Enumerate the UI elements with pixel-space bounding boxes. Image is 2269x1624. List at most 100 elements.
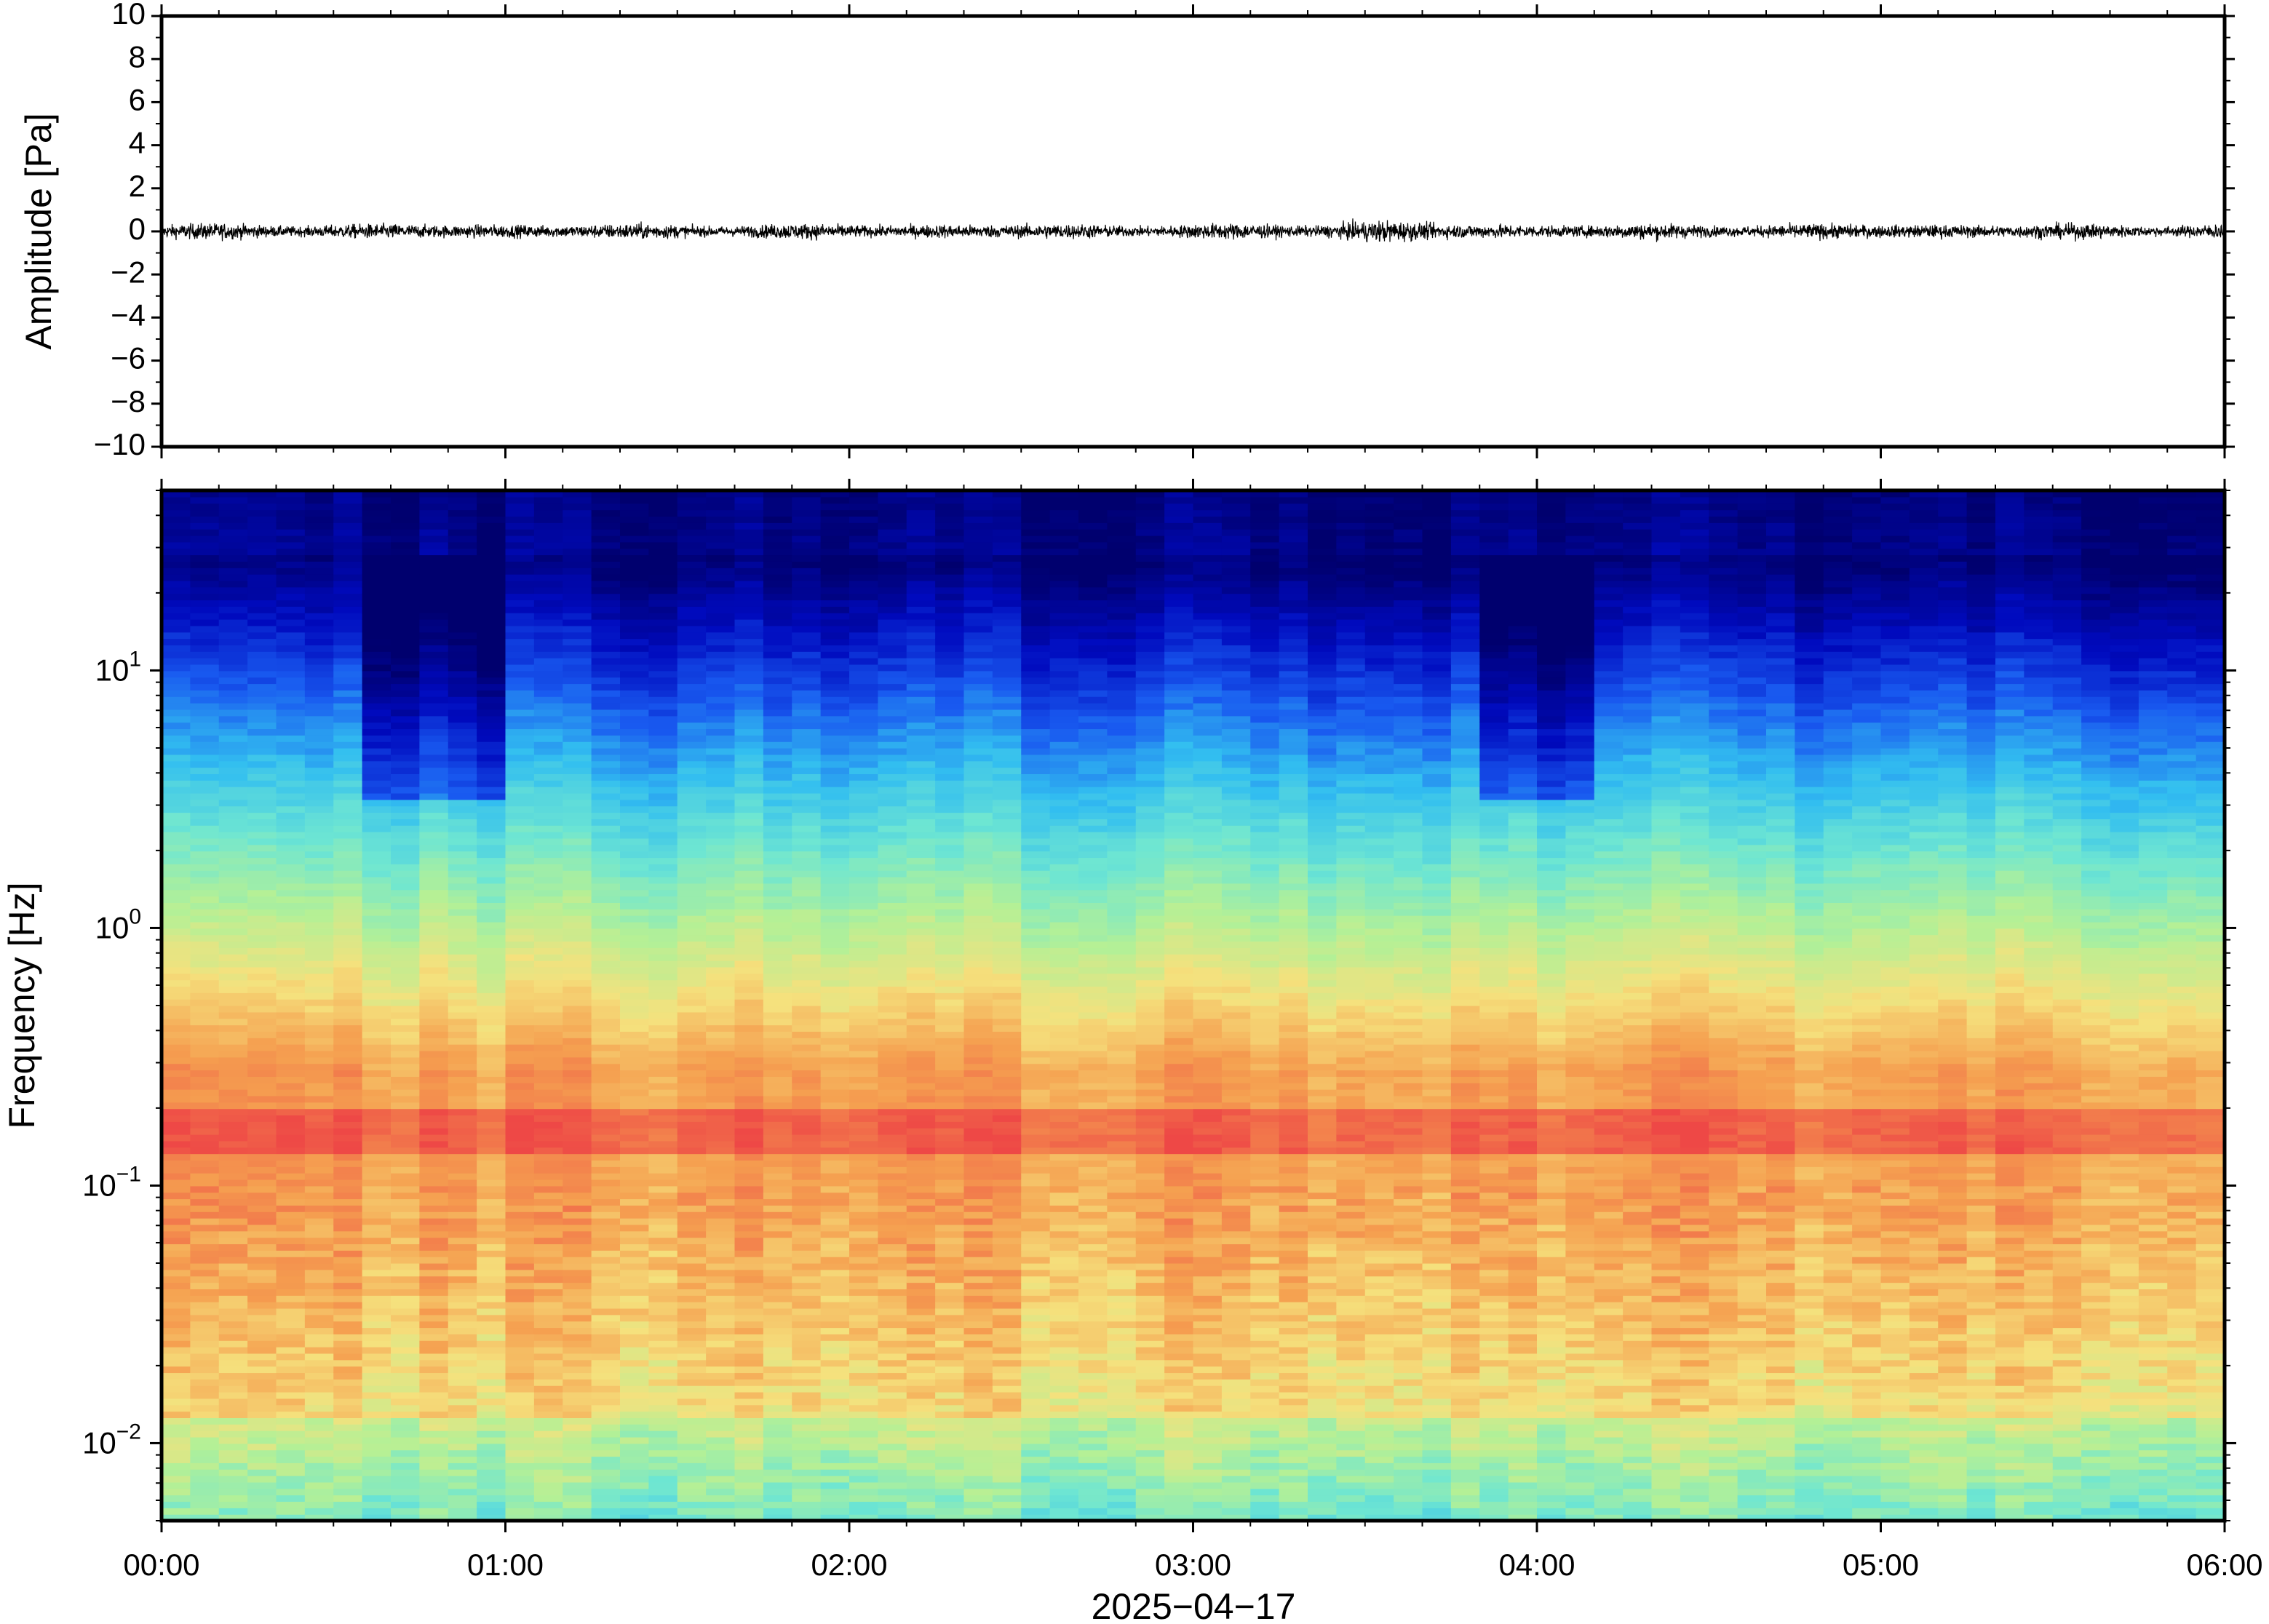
spectrogram-cell: [247, 1385, 277, 1393]
spectrogram-cell: [820, 529, 850, 536]
spectrogram-cell: [304, 690, 334, 697]
spectrogram-cell: [706, 1160, 736, 1167]
spectrogram-cell: [677, 1462, 707, 1470]
spectrogram-cell: [276, 1243, 306, 1251]
spectrogram-cell: [878, 1359, 907, 1367]
spectrogram-cell: [419, 825, 449, 832]
spectrogram-cell: [218, 593, 248, 601]
spectrogram-cell: [935, 805, 965, 813]
spectrogram-cell: [190, 574, 220, 581]
spectrogram-cell: [992, 1321, 1022, 1329]
spectrogram-cell: [304, 1024, 334, 1032]
spectrogram-cell: [304, 1218, 334, 1225]
spectrogram-cell: [362, 535, 392, 543]
spectrogram-cell: [906, 496, 936, 504]
spectrogram-cell: [677, 1070, 707, 1077]
spectrogram-cell: [591, 819, 621, 826]
spectrogram-cell: [419, 632, 449, 640]
spectrogram-cell: [992, 1179, 1022, 1187]
spectrogram-cell: [304, 1307, 334, 1315]
spectrogram-cell: [706, 837, 736, 845]
spectrogram-cell: [849, 664, 878, 672]
spectrogram-cell: [276, 1430, 306, 1438]
spectrogram-cell: [276, 819, 306, 826]
spectrogram-cell: [878, 735, 907, 742]
spectrogram-cell: [505, 1263, 535, 1270]
spectrogram-cell: [992, 896, 1022, 903]
spectrogram-cell: [218, 986, 248, 993]
spectrogram-cell: [247, 703, 277, 710]
spectrogram-cell: [477, 1063, 506, 1071]
spectrogram-cell: [820, 496, 850, 504]
spectrogram-cell: [304, 941, 334, 948]
spectrogram-cell: [1021, 1488, 1051, 1496]
spectrogram-cell: [505, 632, 535, 640]
spectrogram-cell: [992, 1050, 1022, 1058]
spectrogram-cell: [362, 1038, 392, 1045]
spectrogram-cell: [992, 1115, 1022, 1122]
spectrogram-cell: [648, 928, 678, 936]
spectrogram-cell: [362, 1056, 392, 1064]
spectrogram-cell: [218, 921, 248, 929]
spectrogram-cell: [734, 516, 764, 523]
spectrogram-cell: [419, 941, 449, 948]
spectrogram-cell: [878, 1494, 907, 1502]
spectrogram-cell: [677, 1038, 707, 1045]
spectrogram-cell: [362, 1347, 392, 1354]
spectrogram-cell: [362, 728, 392, 736]
spectrogram-cell: [477, 1353, 506, 1361]
spectrogram-cell: [849, 960, 878, 968]
spectrogram-cell: [190, 1257, 220, 1264]
spectrogram-cell: [935, 735, 965, 742]
y-tick-label: 8: [129, 39, 146, 73]
spectrogram-cell: [677, 600, 707, 607]
spectrogram-cell: [190, 1198, 220, 1206]
spectrogram-cell: [620, 1205, 649, 1212]
spectrogram-cell: [677, 490, 707, 498]
spectrogram-cell: [648, 954, 678, 961]
spectrogram-cell: [591, 606, 621, 613]
spectrogram-cell: [333, 1024, 363, 1032]
spectrogram-cell: [333, 864, 363, 871]
spectrogram-cell: [419, 1006, 449, 1013]
spectrogram-cell: [906, 767, 936, 774]
spectrogram-cell: [333, 516, 363, 523]
spectrogram-cell: [563, 586, 592, 594]
spectrogram-cell: [190, 1250, 220, 1257]
spectrogram-cell: [247, 1083, 277, 1090]
spectrogram-cell: [505, 1282, 535, 1289]
spectrogram-cell: [849, 625, 878, 633]
spectrogram-cell: [190, 1269, 220, 1277]
spectrogram-cell: [849, 1089, 878, 1096]
spectrogram-cell: [533, 638, 563, 645]
spectrogram-cell: [763, 857, 792, 864]
spectrogram-cell: [706, 580, 736, 588]
spectrogram-cell: [734, 1398, 764, 1406]
spectrogram-cell: [477, 1462, 506, 1470]
spectrogram-cell: [505, 613, 535, 620]
spectrogram-cell: [533, 992, 563, 1000]
spectrogram-cell: [162, 496, 191, 504]
spectrogram-cell: [505, 1153, 535, 1161]
spectrogram-cell: [362, 522, 392, 530]
spectrogram-cell: [906, 703, 936, 710]
spectrogram-cell: [190, 1115, 220, 1122]
spectrogram-cell: [820, 1372, 850, 1380]
spectrogram-cell: [333, 1006, 363, 1013]
spectrogram-cell: [505, 658, 535, 665]
spectrogram-cell: [419, 1404, 449, 1412]
spectrogram-cell: [706, 1321, 736, 1329]
spectrogram-cell: [362, 1404, 392, 1412]
spectrogram-cell: [820, 1063, 850, 1071]
spectrogram-cell: [763, 1070, 792, 1077]
spectrogram-cell: [820, 934, 850, 942]
spectrogram-cell: [533, 1160, 563, 1167]
waveform-trace: [162, 218, 2225, 243]
spectrogram-cell: [276, 1353, 306, 1361]
spectrogram-cell: [505, 909, 535, 916]
spectrogram-cell: [563, 1031, 592, 1038]
spectrogram-cell: [247, 619, 277, 626]
spectrogram-cell: [734, 1481, 764, 1489]
spectrogram-cell: [419, 1237, 449, 1245]
spectrogram-cell: [533, 877, 563, 884]
